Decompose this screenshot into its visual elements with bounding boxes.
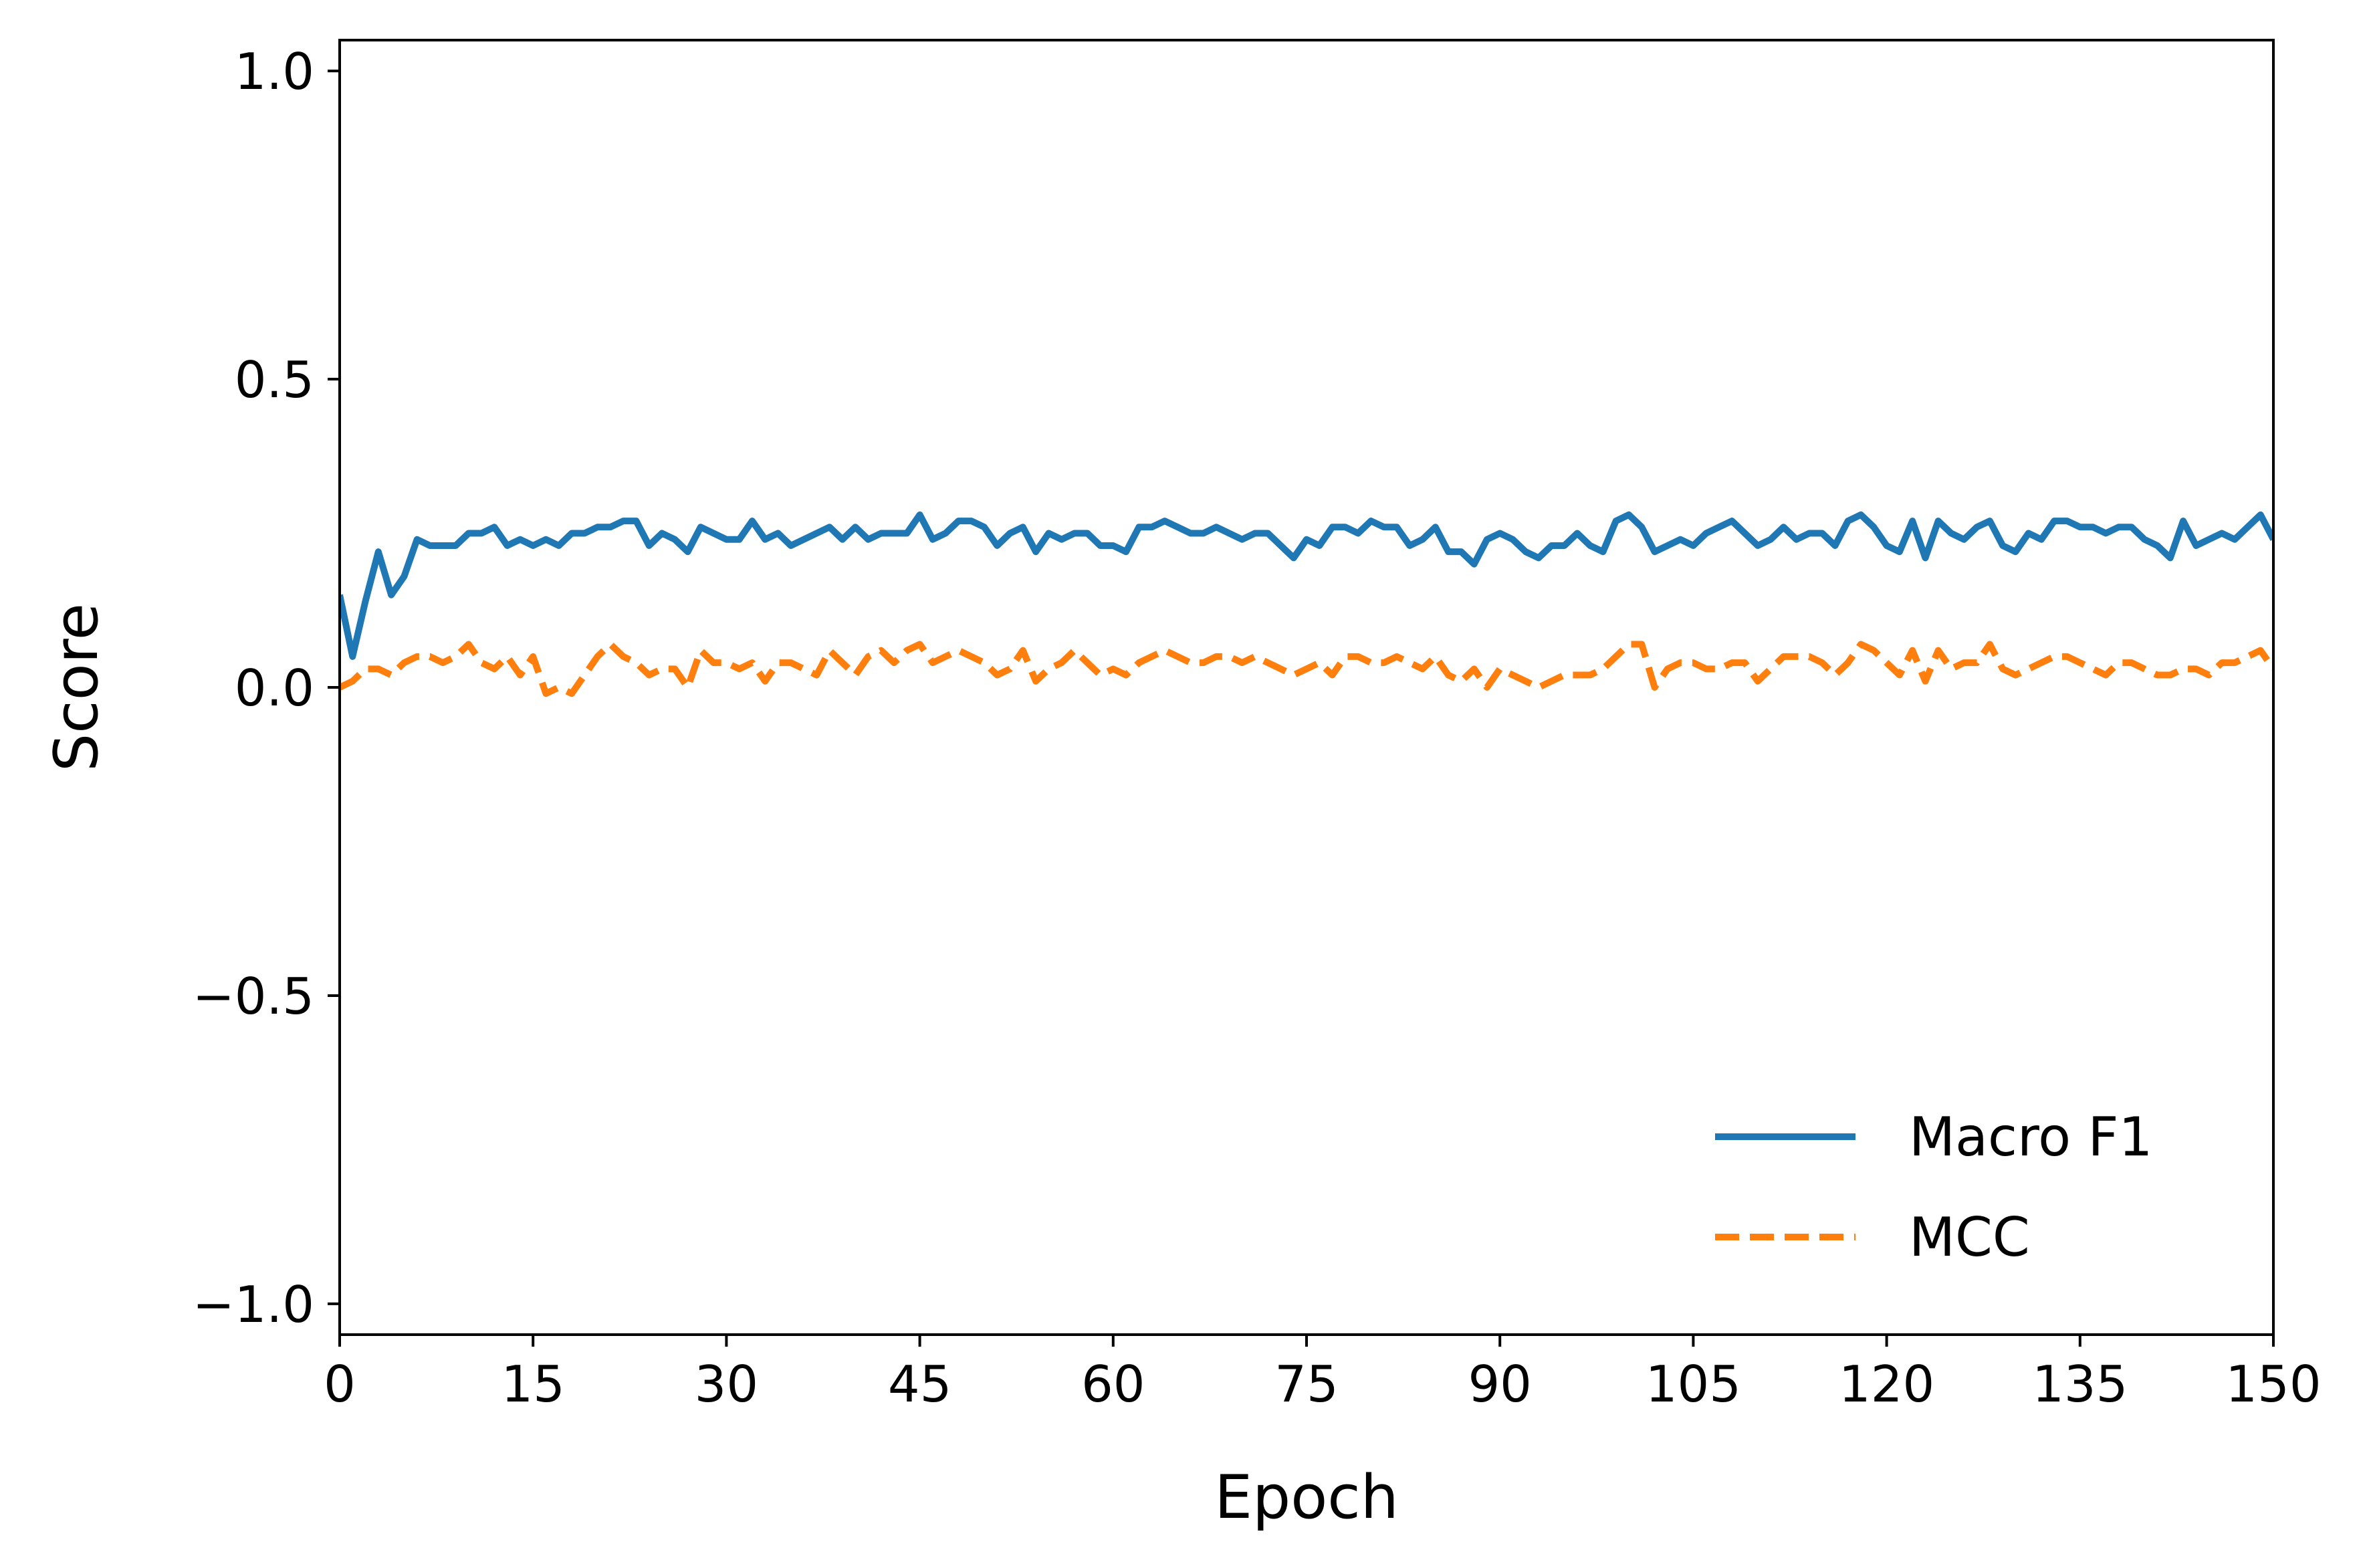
legend-label-2: MCC bbox=[1909, 1206, 2030, 1268]
x-tick-label: 15 bbox=[501, 1355, 564, 1414]
y-tick-label: −0.5 bbox=[193, 967, 314, 1026]
legend: Macro F1 MCC bbox=[1715, 1106, 2152, 1268]
x-tick-label: 120 bbox=[1839, 1355, 1934, 1414]
x-axis: 0 15 30 45 60 75 90 105 120 135 150 bbox=[324, 1335, 2322, 1414]
x-tick-label: 150 bbox=[2225, 1355, 2321, 1414]
x-tick-label: 30 bbox=[695, 1355, 758, 1414]
x-tick-label: 45 bbox=[888, 1355, 951, 1414]
x-tick-label: 75 bbox=[1274, 1355, 1338, 1414]
legend-label-1: Macro F1 bbox=[1909, 1106, 2152, 1168]
x-tick-label: 0 bbox=[324, 1355, 356, 1414]
series-line-2 bbox=[340, 641, 2273, 697]
y-tick-label: −1.0 bbox=[193, 1275, 314, 1334]
x-tick-label: 135 bbox=[2032, 1355, 2128, 1414]
x-tick-label: 105 bbox=[1646, 1355, 1741, 1414]
y-tick-label: 0.0 bbox=[235, 659, 314, 717]
x-axis-label: Epoch bbox=[1214, 1462, 1399, 1533]
y-axis-label: Score bbox=[41, 603, 112, 772]
y-tick-label: 0.5 bbox=[235, 350, 314, 409]
series-line-1 bbox=[340, 511, 2273, 660]
x-tick-label: 60 bbox=[1081, 1355, 1145, 1414]
y-tick-label: 1.0 bbox=[235, 42, 314, 101]
x-tick-label: 90 bbox=[1468, 1355, 1531, 1414]
y-axis: −1.0 −0.5 0.0 0.5 1.0 bbox=[193, 42, 340, 1334]
series-layer bbox=[340, 511, 2273, 697]
